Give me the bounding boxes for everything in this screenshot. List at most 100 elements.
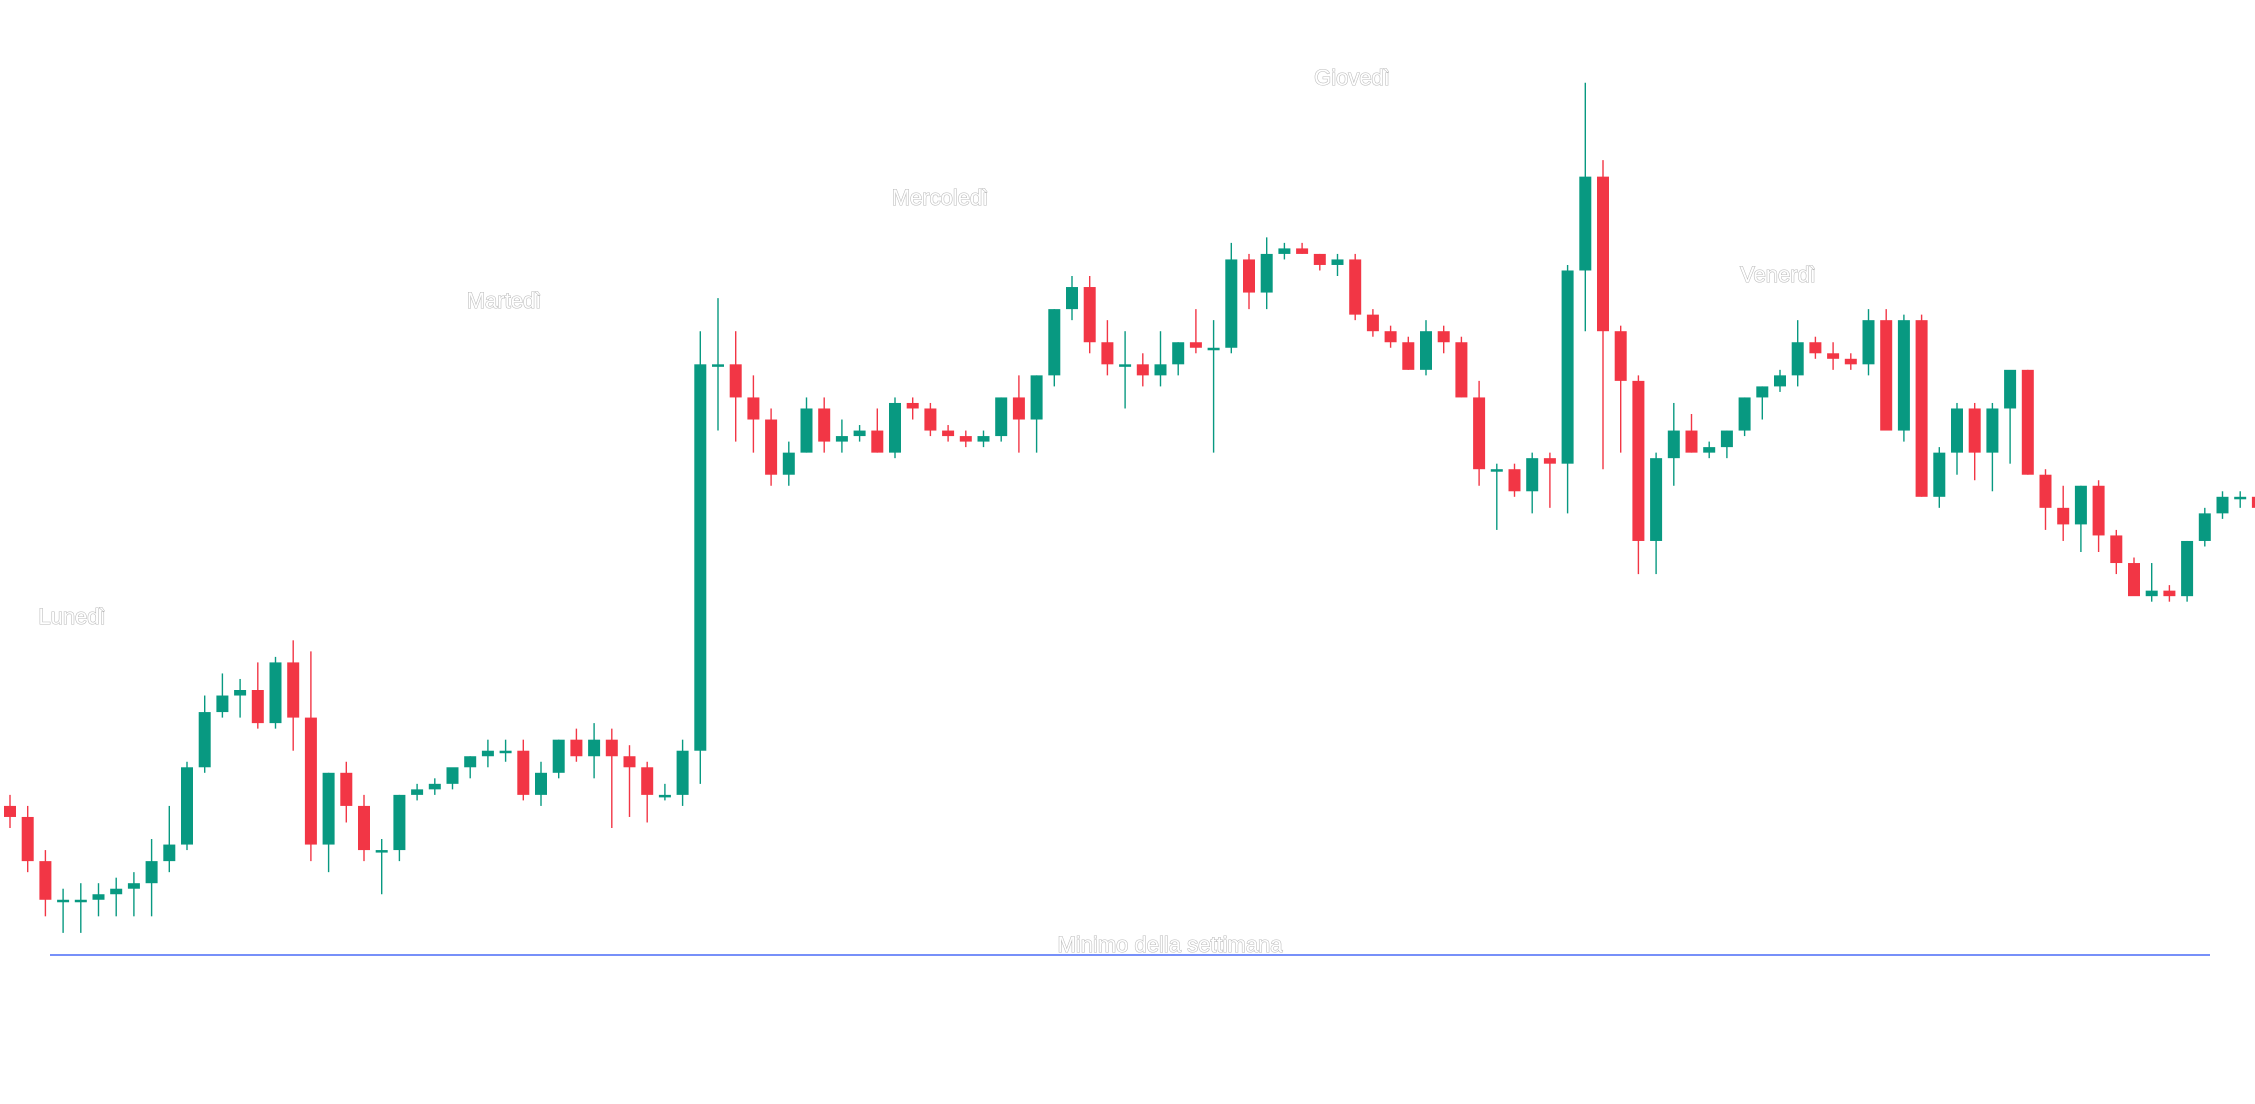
candle-body	[287, 662, 300, 718]
candle-body	[942, 430, 955, 437]
candle	[1508, 463, 1521, 497]
candle-body	[1951, 408, 1963, 453]
candle-body	[641, 767, 654, 795]
candle-body	[39, 861, 52, 900]
candle	[1650, 452, 1663, 575]
candle-body	[1278, 248, 1291, 254]
candle	[21, 805, 34, 873]
candle-body	[1296, 248, 1309, 254]
candle	[1473, 380, 1486, 486]
candle	[641, 761, 654, 823]
candle-body	[1083, 287, 1096, 343]
candle	[729, 331, 742, 442]
candle-body	[1030, 375, 1043, 420]
candle	[499, 739, 512, 762]
candle	[127, 872, 140, 917]
candle-body	[835, 436, 848, 442]
candle-body	[977, 436, 990, 442]
candle	[481, 739, 494, 768]
candle	[942, 425, 955, 442]
candle-body	[1579, 176, 1592, 271]
candle-body	[92, 894, 105, 900]
candle	[1012, 375, 1025, 453]
candle-body	[1101, 342, 1114, 365]
candle	[1207, 320, 1220, 453]
candle	[959, 430, 972, 448]
candle-body	[1225, 259, 1238, 348]
candle	[1260, 237, 1273, 310]
candle-body	[340, 772, 353, 806]
candle	[2198, 507, 2211, 547]
candle	[269, 656, 282, 729]
candle	[428, 778, 441, 795]
candle-body	[570, 739, 583, 757]
candle-body	[2163, 590, 2176, 597]
candle-body	[1012, 397, 1025, 420]
candle-body	[676, 750, 689, 795]
candle-body	[2234, 496, 2247, 500]
candle-body	[1119, 364, 1132, 367]
candle	[1791, 320, 1804, 387]
candle	[853, 425, 866, 442]
candle-body	[216, 695, 229, 713]
candle-body	[1384, 331, 1397, 343]
candle-body	[145, 861, 158, 884]
candle	[2163, 585, 2176, 602]
candle-body	[1313, 253, 1326, 265]
candle	[1349, 253, 1362, 321]
candle-body	[2181, 540, 2194, 597]
candle	[358, 794, 370, 862]
candle	[1844, 353, 1857, 370]
candle-body	[853, 430, 866, 437]
candle-body	[712, 364, 724, 367]
candle-body	[1597, 176, 1609, 332]
candle	[2004, 369, 2017, 464]
candle	[1809, 336, 1822, 359]
candle	[2234, 491, 2247, 508]
candle	[1331, 253, 1344, 276]
candle-body	[358, 805, 370, 851]
candle-body	[2128, 563, 2140, 597]
candle	[57, 888, 70, 933]
candles-layer	[4, 82, 2255, 933]
candle	[375, 839, 388, 895]
candle	[393, 794, 406, 862]
candle	[1951, 402, 1963, 475]
candle	[1119, 331, 1132, 409]
candle	[1402, 336, 1415, 370]
candle	[1703, 441, 1716, 459]
candle	[552, 739, 565, 779]
candle	[1632, 375, 1645, 575]
candle-body	[1207, 347, 1220, 351]
candle-body	[517, 750, 530, 795]
candle-body	[1915, 320, 1928, 497]
candle	[1384, 325, 1397, 348]
candle-body	[375, 850, 388, 853]
candle-body	[1844, 358, 1857, 365]
candle	[906, 397, 919, 420]
candle-body	[1791, 342, 1804, 376]
candle	[977, 430, 990, 448]
candle-body	[1366, 314, 1379, 332]
candle	[198, 695, 211, 773]
candle	[1083, 276, 1096, 354]
candle	[1597, 160, 1609, 470]
candle	[765, 408, 778, 486]
candle	[74, 883, 87, 933]
candle-body	[1897, 320, 1910, 431]
candle	[234, 678, 247, 718]
candle-body	[747, 397, 760, 420]
candle-body	[428, 783, 441, 790]
candle	[2092, 480, 2105, 552]
candle	[1614, 325, 1627, 453]
candle-body	[1260, 253, 1273, 293]
candle-body	[658, 794, 671, 798]
candle	[1561, 264, 1574, 514]
candle	[818, 397, 831, 453]
candle	[1933, 447, 1946, 508]
candle	[92, 883, 105, 917]
candle-body	[1526, 458, 1539, 492]
candle	[287, 640, 300, 751]
candle	[2181, 540, 2194, 602]
candle	[1579, 82, 1592, 332]
